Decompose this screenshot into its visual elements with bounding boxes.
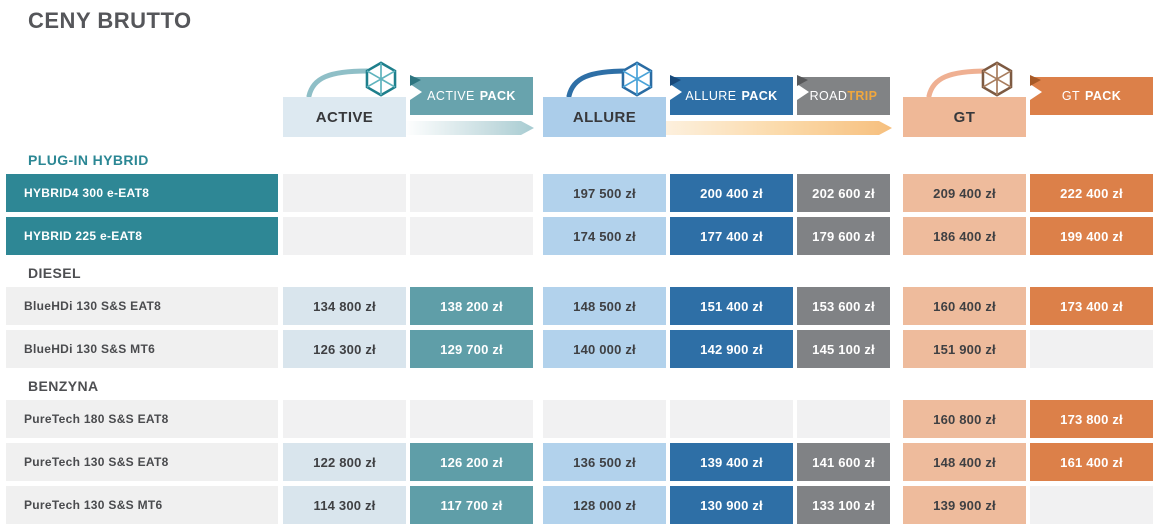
price-cell-gt: 209 400 zł [903, 174, 1026, 212]
trim-label: GT [953, 108, 976, 126]
empty-cell-gt-pack [1030, 330, 1153, 368]
cube-icon-gt [981, 61, 1013, 97]
column-header-gt: GT [903, 60, 1026, 142]
table-row: PureTech 180 S&S EAT8 160 800 zł 173 800 z… [6, 400, 1160, 438]
price-cell-gt: 186 400 zł [903, 217, 1026, 255]
section-heading-benzyna: BENZYNA [28, 378, 99, 394]
engine-label: BlueHDi 130 S&S EAT8 [6, 287, 278, 325]
price-cell-gt-pack: 199 400 zł [1030, 217, 1153, 255]
price-cell-roadtrip: 141 600 zł [797, 443, 890, 481]
trim-label: ALLURE [572, 108, 637, 126]
engine-label: BlueHDi 130 S&S MT6 [6, 330, 278, 368]
empty-cell-active [283, 217, 406, 255]
column-header-allure-pack: ALLURE PACK [670, 60, 793, 142]
price-cell-active-pack: 126 200 zł [410, 443, 533, 481]
column-header-roadtrip: ROAD TRIP [797, 60, 890, 142]
cube-icon-active [365, 61, 397, 97]
table-row: HYBRID 225 e-EAT8 174 500 zł 177 400 zł 179… [6, 217, 1160, 255]
price-cell-allure-pack: 130 900 zł [670, 486, 793, 524]
column-header-gt-pack: GT PACK [1030, 60, 1153, 142]
swoosh-gt-line [926, 68, 990, 98]
section-heading-diesel: DIESEL [28, 265, 81, 281]
price-cell-allure-pack: 177 400 zł [670, 217, 793, 255]
trim-label: ROAD [809, 89, 848, 103]
column-header-allure: ALLURE [543, 60, 666, 142]
price-cell-gt: 139 900 zł [903, 486, 1026, 524]
price-cell-allure: 128 000 zł [543, 486, 666, 524]
table-row: HYBRID4 300 e-EAT8 197 500 zł 200 400 zł 20… [6, 174, 1160, 212]
price-cell-gt: 148 400 zł [903, 443, 1026, 481]
empty-cell-active [283, 400, 406, 438]
engine-label: PureTech 180 S&S EAT8 [6, 400, 278, 438]
price-cell-allure: 136 500 zł [543, 443, 666, 481]
price-cell-roadtrip: 179 600 zł [797, 217, 890, 255]
trim-label: ALLURE [685, 89, 737, 103]
section-heading-plug-in-hybrid: PLUG-IN HYBRID [28, 152, 149, 168]
table-row: BlueHDi 130 S&S MT6 126 300 zł 129 700 zł 1… [6, 330, 1160, 368]
price-cell-allure-pack: 200 400 zł [670, 174, 793, 212]
empty-cell-active-pack [410, 400, 533, 438]
empty-cell-active [283, 174, 406, 212]
price-cell-active: 122 800 zł [283, 443, 406, 481]
price-cell-roadtrip: 153 600 zł [797, 287, 890, 325]
empty-cell-roadtrip [797, 400, 890, 438]
price-cell-active-pack: 138 200 zł [410, 287, 533, 325]
gradient-arrow-orange [656, 121, 892, 135]
price-cell-allure-pack: 151 400 zł [670, 287, 793, 325]
swoosh-active-line [306, 68, 370, 98]
engine-label: HYBRID4 300 e-EAT8 [6, 174, 278, 212]
column-header-active-pack: ACTIVE PACK [410, 60, 533, 142]
price-cell-roadtrip: 202 600 zł [797, 174, 890, 212]
price-cell-active-pack: 117 700 zł [410, 486, 533, 524]
table-row: BlueHDi 130 S&S EAT8 134 800 zł 138 200 zł… [6, 287, 1160, 325]
trim-label: GT [1061, 89, 1081, 103]
trim-label: ACTIVE [427, 89, 475, 103]
price-cell-roadtrip: 145 100 zł [797, 330, 890, 368]
price-cell-roadtrip: 133 100 zł [797, 486, 890, 524]
price-cell-allure: 197 500 zł [543, 174, 666, 212]
trim-label-pack: PACK [1085, 89, 1122, 103]
engine-label: PureTech 130 S&S MT6 [6, 486, 278, 524]
price-cell-active: 134 800 zł [283, 287, 406, 325]
price-cell-gt: 151 900 zł [903, 330, 1026, 368]
empty-cell-allure-pack [670, 400, 793, 438]
table-row: PureTech 130 S&S MT6 114 300 zł 117 700 zł… [6, 486, 1160, 524]
price-cell-active-pack: 129 700 zł [410, 330, 533, 368]
empty-cell-allure [543, 400, 666, 438]
price-cell-gt-pack: 173 800 zł [1030, 400, 1153, 438]
empty-cell-gt-pack [1030, 486, 1153, 524]
price-table-body: PLUG-IN HYBRID HYBRID4 300 e-EAT8 197 500 … [6, 152, 1160, 524]
price-cell-gt: 160 400 zł [903, 287, 1026, 325]
cube-icon-allure [621, 61, 653, 97]
price-cell-allure: 140 000 zł [543, 330, 666, 368]
empty-cell-active-pack [410, 174, 533, 212]
table-row: PureTech 130 S&S EAT8 122 800 zł 126 200 z… [6, 443, 1160, 481]
trim-label-pack: PACK [479, 89, 516, 103]
price-cell-gt: 160 800 zł [903, 400, 1026, 438]
engine-label: HYBRID 225 e-EAT8 [6, 217, 278, 255]
gradient-arrow-teal [404, 121, 534, 135]
price-cell-allure-pack: 139 400 zł [670, 443, 793, 481]
trim-label: ACTIVE [315, 108, 374, 126]
trim-header-row: ACTIVE ACTIVE PACK ALLURE ALLURE [6, 60, 1160, 142]
price-cell-gt-pack: 161 400 zł [1030, 443, 1153, 481]
price-cell-allure: 174 500 zł [543, 217, 666, 255]
price-cell-gt-pack: 173 400 zł [1030, 287, 1153, 325]
empty-cell-active-pack [410, 217, 533, 255]
price-cell-gt-pack: 222 400 zł [1030, 174, 1153, 212]
engine-label: PureTech 130 S&S EAT8 [6, 443, 278, 481]
price-cell-active: 126 300 zł [283, 330, 406, 368]
swoosh-allure-line [566, 68, 630, 98]
page-title: CENY BRUTTO [28, 8, 192, 33]
price-cell-active: 114 300 zł [283, 486, 406, 524]
trim-label-pack: PACK [741, 89, 778, 103]
price-cell-allure: 148 500 zł [543, 287, 666, 325]
column-header-active: ACTIVE [283, 60, 406, 142]
trim-label-accent: TRIP [847, 89, 878, 103]
price-cell-allure-pack: 142 900 zł [670, 330, 793, 368]
